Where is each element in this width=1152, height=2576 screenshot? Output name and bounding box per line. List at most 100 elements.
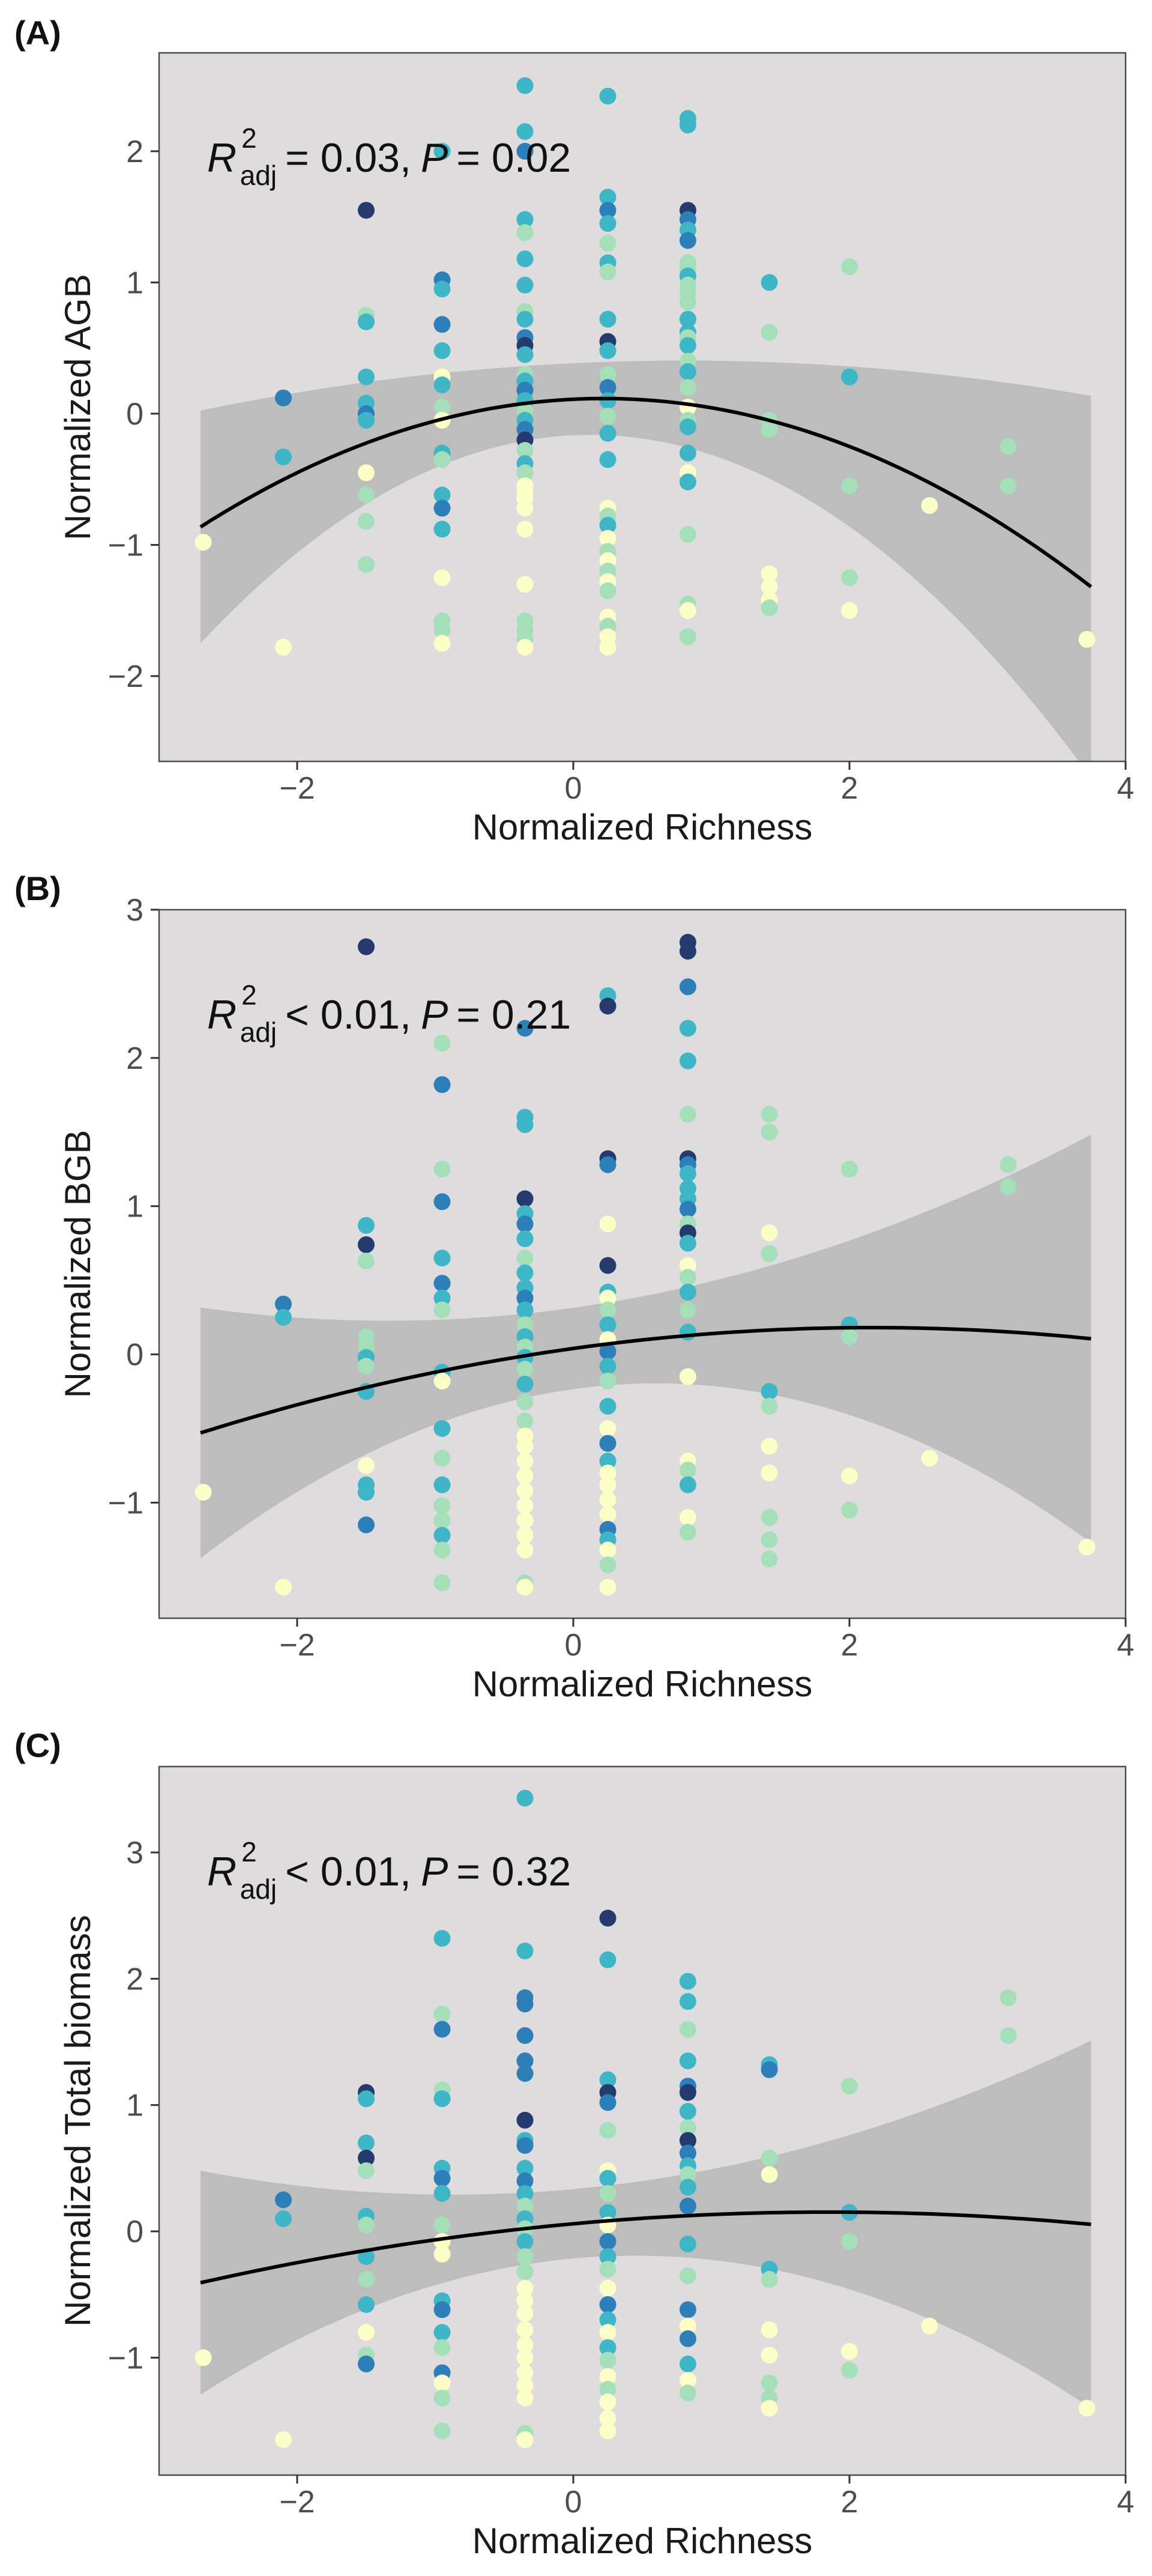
data-point [516, 1497, 534, 1514]
data-point [841, 477, 858, 495]
data-point [599, 2410, 617, 2427]
data-point [679, 1020, 696, 1037]
data-point [761, 2150, 778, 2166]
data-point [761, 1550, 778, 1568]
data-point [516, 346, 534, 363]
x-axis-title: Normalized Richness [472, 2521, 813, 2561]
data-point [841, 2362, 858, 2379]
data-point [433, 1373, 451, 1389]
data-point [599, 1556, 617, 1574]
x-axis-title: Normalized Richness [472, 1664, 813, 1704]
x-tick-label: 2 [841, 1628, 858, 1663]
data-point [841, 2233, 858, 2250]
annotation-sub: adj [240, 160, 277, 191]
data-point [358, 1236, 375, 1253]
data-point [761, 1509, 778, 1526]
data-point [433, 1161, 451, 1178]
data-point [433, 2339, 451, 2356]
data-point [433, 1574, 451, 1591]
panel-b: (B) −2 0 2 4 −1 0 1 2 3 Normalized Richness Normali… [14, 869, 1134, 1704]
data-point [599, 2121, 617, 2139]
data-point [516, 1316, 534, 1334]
data-point [679, 2021, 696, 2038]
data-point [679, 2198, 696, 2215]
data-point [516, 1995, 534, 2013]
plot-border [158, 52, 1127, 763]
x-tick-label: 2 [841, 2485, 858, 2520]
data-point [599, 2204, 617, 2221]
data-point [358, 2134, 375, 2151]
data-point [761, 565, 778, 582]
data-point [516, 250, 534, 268]
data-point [516, 1230, 534, 1247]
data-point [679, 1462, 696, 1479]
data-point [516, 1250, 534, 1267]
data-point [433, 1076, 451, 1093]
data-point [761, 2374, 778, 2392]
annotation-p-rest: = 0.21 [456, 992, 571, 1038]
panel-letter: (B) [14, 869, 61, 907]
data-point [516, 1579, 534, 1596]
data-point [599, 2169, 617, 2187]
data-point [761, 1105, 778, 1123]
data-point [275, 1295, 292, 1313]
data-point [599, 1506, 617, 1523]
data-point [761, 2347, 778, 2364]
data-point [679, 2103, 696, 2120]
y-tick-label: 2 [126, 1962, 143, 1997]
y-axis-title: Normalized BGB [58, 1130, 98, 1398]
data-point [433, 2374, 451, 2392]
data-point [516, 500, 534, 517]
data-point [921, 497, 938, 514]
data-point [679, 444, 696, 462]
data-point [516, 2431, 534, 2449]
data-point [358, 2150, 375, 2166]
data-point [679, 2301, 696, 2318]
data-point [516, 1943, 534, 1960]
data-point [599, 2248, 617, 2266]
y-tick-label: 3 [126, 1836, 143, 1870]
data-point [275, 2431, 292, 2449]
x-tick-label: −2 [279, 2485, 315, 2520]
data-point [599, 2071, 617, 2088]
data-point [599, 1435, 617, 1452]
data-point [761, 1383, 778, 1400]
data-point [433, 1301, 451, 1319]
data-point [599, 189, 617, 206]
data-point [679, 418, 696, 435]
data-point [516, 1393, 534, 1410]
annotation-r: R [207, 1849, 237, 1894]
data-point [599, 425, 617, 442]
data-point [358, 1457, 375, 1474]
x-tick-label: −2 [279, 1628, 315, 1663]
data-point [761, 1123, 778, 1141]
data-point [599, 2233, 617, 2250]
data-point [516, 2172, 534, 2189]
data-point [516, 1468, 534, 1484]
data-point [679, 1257, 696, 1274]
data-point [358, 202, 375, 219]
data-point [599, 2324, 617, 2341]
data-point [1000, 1989, 1017, 2006]
data-point [599, 2184, 617, 2202]
data-point [516, 2389, 534, 2407]
data-point [433, 1420, 451, 1437]
data-point [599, 1358, 617, 1375]
annotation-p: P [421, 1849, 448, 1894]
data-point [599, 1373, 617, 1389]
data-point [516, 211, 534, 228]
x-axis-title: Normalized Richness [472, 807, 813, 847]
data-point [433, 376, 451, 393]
data-point [679, 1993, 696, 2010]
data-point [679, 379, 696, 396]
fit-line [199, 396, 1093, 588]
data-point [599, 1343, 617, 1360]
data-point [599, 1579, 617, 1596]
data-point [516, 1482, 534, 1499]
data-point [599, 638, 617, 656]
data-point [841, 2078, 858, 2095]
data-point [433, 2021, 451, 2038]
data-point [1000, 438, 1017, 455]
annotation-r: R [207, 992, 237, 1038]
data-point [433, 621, 451, 639]
